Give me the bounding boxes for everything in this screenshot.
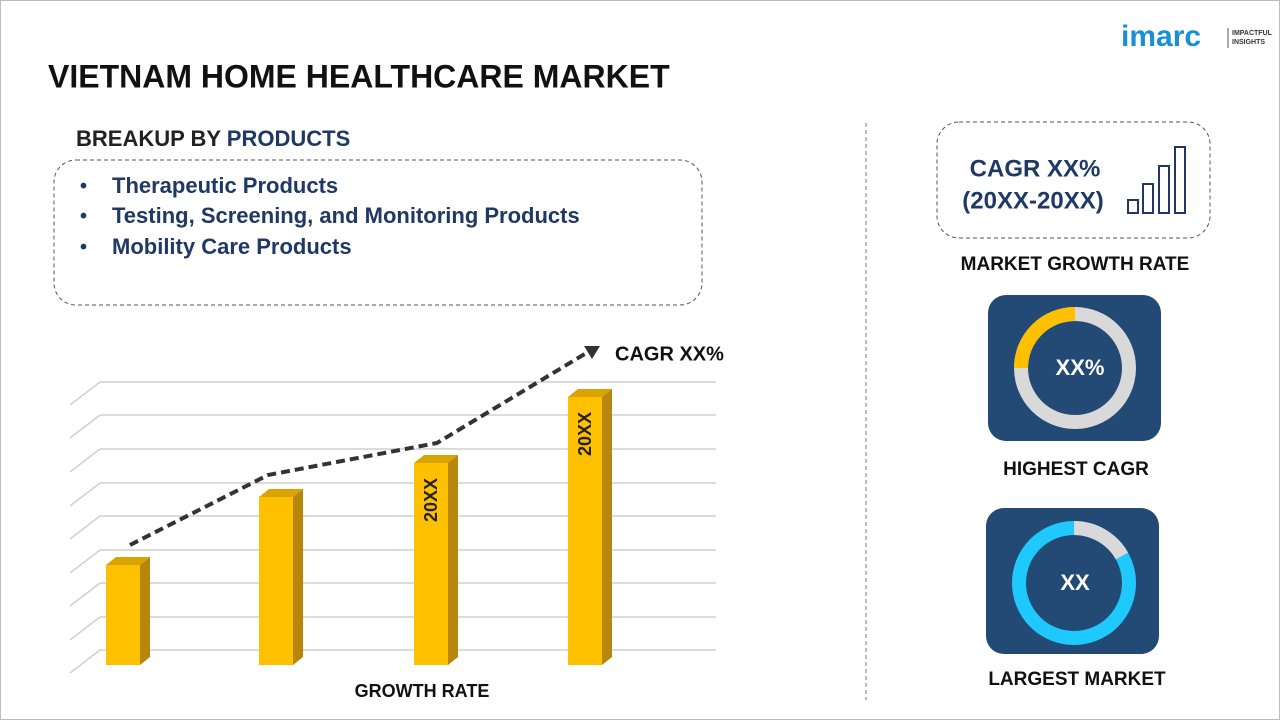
bar-label: 20XX	[575, 412, 595, 456]
largest-caption: LARGEST MARKET	[988, 669, 1166, 690]
title: VIETNAM HOME HEALTHCARE MARKET	[48, 58, 670, 94]
logo-tagline: IMPACTFUL	[1232, 30, 1273, 37]
cagr-label: CAGR XX%	[615, 343, 724, 365]
list-item: Mobility Care Products	[112, 234, 352, 259]
bars	[106, 389, 612, 665]
logo: imarc	[1121, 20, 1201, 53]
largest-value: XX	[1060, 570, 1090, 595]
growth-caption: MARKET GROWTH RATE	[961, 254, 1190, 275]
donut-arc	[1073, 520, 1129, 560]
subheading-highlight: PRODUCTS	[227, 126, 350, 151]
bullet: •	[80, 205, 87, 227]
logo-tagline: INSIGHTS	[1232, 39, 1265, 46]
axis-label: GROWTH RATE	[355, 681, 490, 701]
highest-value: XX%	[1056, 355, 1105, 380]
highest-caption: HIGHEST CAGR	[1003, 459, 1149, 480]
list-item: Therapeutic Products	[112, 173, 338, 198]
subheading-label: BREAKUP BY	[76, 126, 221, 151]
bullet: •	[80, 236, 87, 258]
list-box	[53, 159, 703, 306]
list-item: Testing, Screening, and Monitoring Produ…	[112, 203, 580, 228]
donut-arc	[1014, 307, 1076, 369]
growth-line1: CAGR XX%	[970, 155, 1101, 182]
bullet: •	[80, 175, 87, 197]
bar-label: 20XX	[421, 478, 441, 522]
growth-line2: (20XX-20XX)	[962, 187, 1103, 214]
growth-icon	[1127, 146, 1186, 214]
trend-arrow	[129, 350, 590, 547]
grid	[69, 381, 716, 674]
subheading: BREAKUP BY PRODUCTS	[76, 126, 350, 151]
growth-box	[936, 121, 1211, 239]
arrow-head	[584, 346, 600, 359]
